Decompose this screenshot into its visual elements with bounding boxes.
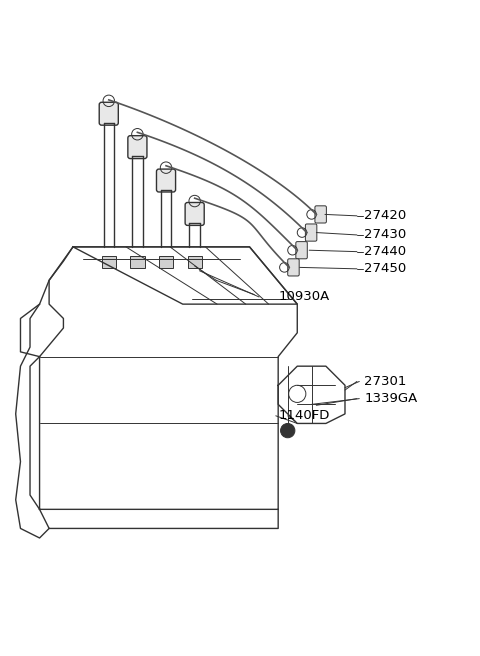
Circle shape bbox=[281, 423, 295, 438]
FancyBboxPatch shape bbox=[296, 241, 307, 259]
FancyBboxPatch shape bbox=[288, 259, 299, 276]
FancyBboxPatch shape bbox=[315, 206, 326, 223]
Text: 1339GA: 1339GA bbox=[364, 392, 417, 405]
Text: 27450: 27450 bbox=[364, 262, 407, 276]
Text: 27301: 27301 bbox=[364, 375, 407, 388]
Bar bbox=[159, 256, 173, 268]
Bar bbox=[102, 256, 116, 268]
FancyBboxPatch shape bbox=[128, 136, 147, 159]
Text: 27420: 27420 bbox=[364, 209, 407, 222]
FancyBboxPatch shape bbox=[99, 102, 118, 125]
Text: 1140FD: 1140FD bbox=[278, 409, 330, 422]
FancyBboxPatch shape bbox=[185, 203, 204, 226]
Text: 27440: 27440 bbox=[364, 245, 406, 258]
FancyBboxPatch shape bbox=[156, 169, 176, 192]
Bar bbox=[130, 256, 144, 268]
Text: 10930A: 10930A bbox=[278, 291, 329, 304]
FancyBboxPatch shape bbox=[305, 224, 317, 241]
Bar bbox=[188, 256, 202, 268]
Text: 27430: 27430 bbox=[364, 228, 407, 241]
